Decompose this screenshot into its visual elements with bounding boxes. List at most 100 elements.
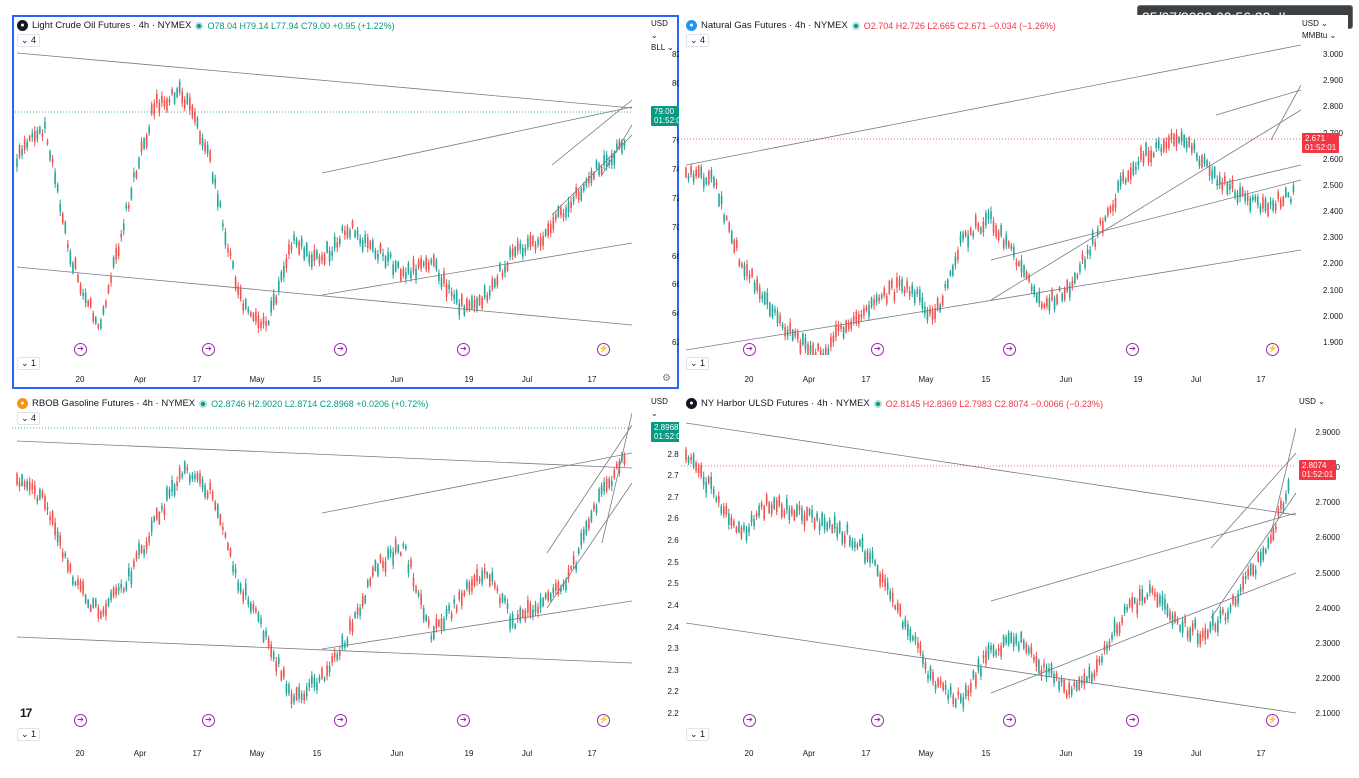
trend-line[interactable]: [16, 266, 632, 326]
trend-line[interactable]: [1215, 89, 1301, 116]
indicator-collapse-button[interactable]: ⌄ 4: [686, 34, 710, 47]
currency-label[interactable]: USD ⌄: [651, 397, 668, 418]
price-axis[interactable]: 82.0080.0078.0076.0074.0072.0070.0068.00…: [652, 15, 679, 389]
trend-line[interactable]: [1210, 452, 1296, 549]
symbol-title[interactable]: Natural Gas Futures · 4h · NYMEX: [701, 20, 848, 31]
candle-body: [1166, 605, 1169, 616]
candle-body: [260, 321, 262, 329]
price-axis[interactable]: 3.0002.9002.8002.7002.6002.5002.4002.300…: [1303, 15, 1343, 389]
currency-label[interactable]: USD ⌄: [1299, 397, 1325, 406]
candle-body: [1035, 293, 1038, 303]
trend-line[interactable]: [1270, 84, 1301, 141]
symbol-legend[interactable]: ● Light Crude Oil Futures · 4h · NYMEX O78…: [17, 20, 395, 31]
time-axis[interactable]: 20 Apr 17 May 15 Jun 19 Jul 17: [681, 375, 1301, 387]
trend-line[interactable]: [1270, 427, 1296, 534]
dividend-event-icon[interactable]: ➔: [74, 714, 87, 727]
lightning-event-icon[interactable]: ⚡: [597, 343, 610, 356]
price-chart[interactable]: [12, 15, 632, 355]
trend-line[interactable]: [990, 179, 1301, 261]
dividend-event-icon[interactable]: ➔: [457, 343, 470, 356]
trend-line[interactable]: [1210, 492, 1296, 619]
currency-label[interactable]: USD ⌄: [1302, 19, 1328, 28]
chart-pane-4[interactable]: ● NY Harbor ULSD Futures · 4h · NYMEX O2.8…: [681, 393, 1348, 763]
unit-label[interactable]: MMBtu ⌄: [1302, 31, 1337, 40]
candle-body: [173, 484, 176, 496]
settings-icon[interactable]: ⚙: [662, 373, 671, 384]
price-axis[interactable]: 2.90002.80002.70002.60002.50002.40002.30…: [1300, 393, 1340, 763]
dividend-event-icon[interactable]: ➔: [871, 343, 884, 356]
dividend-event-icon[interactable]: ➔: [743, 714, 756, 727]
chart-pane-1[interactable]: ● Light Crude Oil Futures · 4h · NYMEX O78…: [12, 15, 679, 389]
symbol-title[interactable]: RBOB Gasoline Futures · 4h · NYMEX: [32, 398, 196, 409]
time-axis[interactable]: 20 Apr 17 May 15 Jun 19 Jul 17: [12, 749, 632, 761]
price-chart[interactable]: [681, 393, 1296, 726]
candle-body: [252, 604, 255, 610]
candle-body: [359, 237, 361, 244]
dividend-event-icon[interactable]: ➔: [1003, 714, 1016, 727]
symbol-legend[interactable]: ● RBOB Gasoline Futures · 4h · NYMEX O2.87…: [17, 398, 428, 409]
trend-line[interactable]: [551, 99, 632, 166]
dividend-event-icon[interactable]: ➔: [334, 343, 347, 356]
trend-line[interactable]: [546, 424, 632, 554]
trend-line[interactable]: [685, 622, 1296, 714]
currency-unit-selector[interactable]: USD ⌄ BLL ⌄: [648, 18, 679, 54]
dividend-event-icon[interactable]: ➔: [1126, 343, 1139, 356]
dividend-event-icon[interactable]: ➔: [1126, 714, 1139, 727]
dividend-event-icon[interactable]: ➔: [202, 714, 215, 727]
trend-line[interactable]: [16, 636, 632, 664]
price-chart[interactable]: [12, 393, 632, 726]
currency-unit-selector[interactable]: USD ⌄ MMBtu ⌄: [1299, 18, 1339, 42]
dividend-event-icon[interactable]: ➔: [743, 343, 756, 356]
unit-label[interactable]: BLL ⌄: [651, 43, 674, 52]
trend-line[interactable]: [546, 482, 632, 609]
trend-line[interactable]: [321, 242, 632, 296]
symbol-legend[interactable]: ● Natural Gas Futures · 4h · NYMEX O2.704 …: [686, 20, 1056, 31]
trend-line[interactable]: [685, 44, 1301, 166]
dividend-event-icon[interactable]: ➔: [74, 343, 87, 356]
currency-unit-selector[interactable]: USD ⌄: [1296, 396, 1328, 408]
dividend-event-icon[interactable]: ➔: [202, 343, 215, 356]
pane-collapse-button[interactable]: ⌄ 1: [686, 357, 710, 370]
trend-line[interactable]: [321, 106, 632, 174]
candle-body: [1129, 167, 1132, 180]
dividend-event-icon[interactable]: ➔: [871, 714, 884, 727]
trend-line[interactable]: [1215, 164, 1301, 186]
price-axis[interactable]: 2.85002.80002.75002.70002.65002.60002.55…: [652, 393, 679, 763]
indicator-collapse-button[interactable]: ⌄ 4: [17, 412, 41, 425]
chart-pane-2[interactable]: ● Natural Gas Futures · 4h · NYMEX O2.704 …: [681, 15, 1348, 389]
dividend-event-icon[interactable]: ➔: [457, 714, 470, 727]
candle-body: [949, 686, 952, 695]
trend-line[interactable]: [990, 512, 1296, 602]
trend-line[interactable]: [16, 52, 632, 109]
price-chart[interactable]: [681, 15, 1301, 355]
pane-collapse-button[interactable]: ⌄ 1: [17, 357, 41, 370]
symbol-title[interactable]: Light Crude Oil Futures · 4h · NYMEX: [32, 20, 192, 31]
chart-pane-3[interactable]: ● RBOB Gasoline Futures · 4h · NYMEX O2.87…: [12, 393, 679, 763]
candle-body: [1181, 621, 1184, 633]
trend-line[interactable]: [990, 572, 1296, 694]
trend-line[interactable]: [685, 422, 1296, 516]
time-axis[interactable]: 20 Apr 17 May 15 Jun 19 Jul 17: [681, 749, 1296, 761]
dividend-event-icon[interactable]: ➔: [1003, 343, 1016, 356]
trend-line[interactable]: [551, 134, 632, 216]
lightning-event-icon[interactable]: ⚡: [1266, 343, 1279, 356]
pane-collapse-button[interactable]: ⌄ 1: [17, 728, 41, 741]
time-axis[interactable]: 20 Apr 17 May 15 Jun 19 Jul 17: [12, 375, 632, 387]
market-status-icon: [195, 21, 204, 30]
indicator-collapse-button[interactable]: ⌄ 4: [17, 34, 41, 47]
trend-line[interactable]: [16, 440, 632, 469]
dividend-event-icon[interactable]: ➔: [334, 714, 347, 727]
lightning-event-icon[interactable]: ⚡: [597, 714, 610, 727]
pane-collapse-button[interactable]: ⌄ 1: [686, 728, 710, 741]
symbol-legend[interactable]: ● NY Harbor ULSD Futures · 4h · NYMEX O2.8…: [686, 398, 1103, 409]
trend-line[interactable]: [685, 249, 1301, 351]
tradingview-logo[interactable]: 17: [20, 706, 32, 720]
trend-line[interactable]: [601, 124, 632, 176]
trend-line[interactable]: [321, 452, 632, 514]
trend-line[interactable]: [321, 600, 632, 650]
lightning-event-icon[interactable]: ⚡: [1266, 714, 1279, 727]
trend-line[interactable]: [601, 412, 632, 544]
symbol-title[interactable]: NY Harbor ULSD Futures · 4h · NYMEX: [701, 398, 870, 409]
trend-line[interactable]: [990, 109, 1301, 301]
currency-label[interactable]: USD ⌄: [651, 19, 668, 40]
